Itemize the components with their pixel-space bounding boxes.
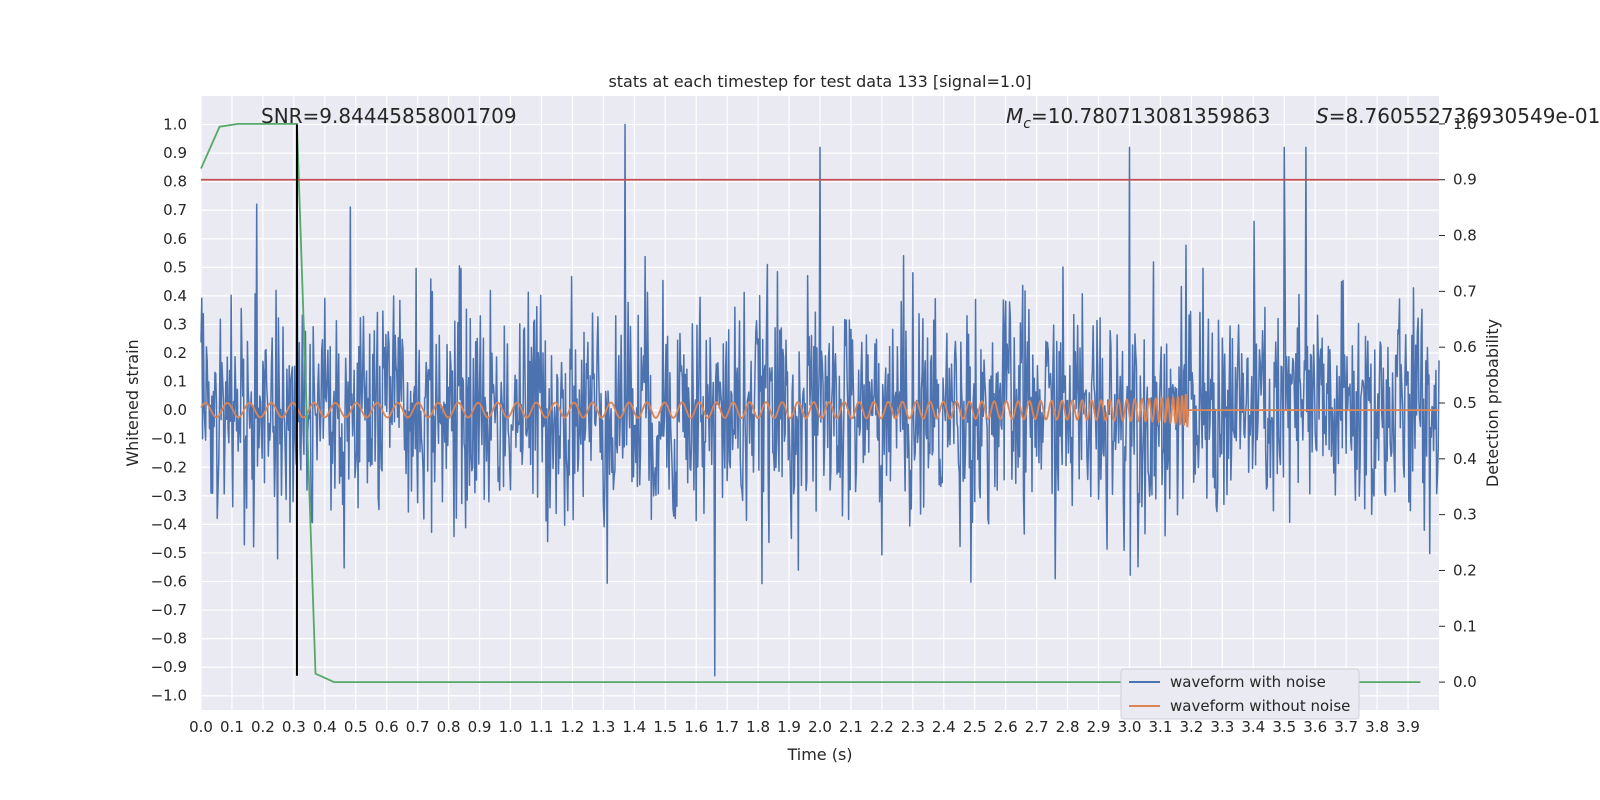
y-tick-label: −0.2 [151, 458, 187, 476]
x-tick-label: 0.9 [468, 718, 492, 736]
legend: waveform with noise waveform without noi… [1120, 668, 1360, 720]
x-tick-label: 2.9 [1087, 718, 1111, 736]
y-right-tick-label: 0.6 [1453, 338, 1477, 356]
x-tick-label: 0.4 [313, 718, 337, 736]
x-tick-label: 1.9 [777, 718, 801, 736]
x-tick-label: 1.0 [499, 718, 523, 736]
y-tick-label: 0.2 [163, 344, 187, 362]
x-tick-label: 1.5 [653, 718, 677, 736]
x-tick-label: 3.2 [1179, 718, 1203, 736]
y-tick-label: 0.7 [163, 201, 187, 219]
y-tick-label: −0.6 [151, 572, 187, 590]
y-tick-label: −0.3 [151, 487, 187, 505]
y-tick-label: −0.1 [151, 430, 187, 448]
x-tick-label: 3.3 [1210, 718, 1234, 736]
y-right-tick-label: 0.4 [1453, 450, 1477, 468]
x-tick-label: 2.6 [994, 718, 1018, 736]
y-tick-label: −1.0 [151, 687, 187, 705]
s-value: =8.760552736930549e-01 [1329, 104, 1600, 128]
x-tick-label: 3.1 [1149, 718, 1173, 736]
x-tick-label: 1.2 [560, 718, 584, 736]
x-tick-label: 3.5 [1272, 718, 1296, 736]
y-tick-label: 0.8 [163, 173, 187, 191]
y-right-tick-label: 0.3 [1453, 506, 1477, 524]
x-tick-label: 2.3 [901, 718, 925, 736]
x-tick-label: 3.0 [1118, 718, 1142, 736]
y-right-tick-label: 1.0 [1453, 115, 1477, 133]
y-tick-label: 0.5 [163, 258, 187, 276]
y-axis-right-ticks: 1.0 0.9 0.8 0.7 0.6 0.5 0.4 0.3 0.2 0.1 0.0 [1439, 115, 1477, 691]
series-waveform-without-noise [200, 393, 1439, 428]
x-axis-ticks: 0.0 0.1 0.2 0.3 0.4 0.5 0.6 0.7 0.8 0.9 1.0 1.1 1.2 1… [189, 718, 1420, 736]
x-tick-label: 1.1 [530, 718, 554, 736]
y-tick-label: −0.5 [151, 544, 187, 562]
x-tick-label: 3.7 [1334, 718, 1358, 736]
y-tick-label: 0.1 [163, 373, 187, 391]
y-tick-label: 1.0 [163, 116, 187, 134]
y-right-tick-label: 0.8 [1453, 227, 1477, 245]
x-tick-label: 2.1 [839, 718, 863, 736]
y-right-tick-label: 0.9 [1453, 171, 1477, 189]
x-axis-label: Time (s) [786, 745, 852, 764]
mc-subscript: c [1023, 116, 1031, 132]
y-right-tick-label: 0.1 [1453, 617, 1477, 635]
x-tick-label: 1.7 [715, 718, 739, 736]
chart-title: stats at each timestep for test data 133… [608, 72, 1031, 91]
mc-annotation: Mc=10.780713081359863 [1006, 104, 1270, 132]
x-tick-label: 3.6 [1303, 718, 1327, 736]
x-tick-label: 3.4 [1241, 718, 1265, 736]
y-tick-label: −0.7 [151, 601, 187, 619]
x-tick-label: 0.7 [406, 718, 430, 736]
y-tick-label: 0.4 [163, 287, 187, 305]
x-tick-label: 2.7 [1025, 718, 1049, 736]
mc-symbol: M [1006, 104, 1023, 128]
y-tick-label: 0.0 [163, 401, 187, 419]
y-right-tick-label: 0.0 [1453, 673, 1477, 691]
y-axis-label: Whitened strain [123, 339, 142, 466]
x-tick-label: 0.3 [282, 718, 306, 736]
x-tick-label: 1.8 [746, 718, 770, 736]
y-tick-label: 0.3 [163, 315, 187, 333]
s-symbol: S [1316, 104, 1329, 128]
x-tick-label: 2.8 [1056, 718, 1080, 736]
x-tick-label: 2.4 [932, 718, 956, 736]
x-tick-label: 1.4 [622, 718, 646, 736]
y-right-tick-label: 0.5 [1453, 394, 1477, 412]
s-annotation: S=8.760552736930549e-01 [1316, 104, 1600, 128]
mc-value: =10.780713081359863 [1031, 104, 1270, 128]
x-tick-label: 1.3 [591, 718, 615, 736]
snr-annotation: SNR=9.84445858001709 [261, 104, 517, 128]
line-detection-probability [200, 123, 1421, 683]
x-tick-label: 2.0 [808, 718, 832, 736]
y-right-tick-label: 0.7 [1453, 282, 1477, 300]
x-tick-label: 0.8 [437, 718, 461, 736]
legend-label-noise: waveform with noise [1170, 673, 1326, 691]
series-waveform-with-noise [200, 123, 1440, 677]
line-waveform-without-noise [200, 393, 1439, 428]
x-tick-label: 3.9 [1396, 718, 1420, 736]
x-tick-label: 0.5 [344, 718, 368, 736]
x-tick-label: 0.1 [220, 718, 244, 736]
line-waveform-with-noise [200, 123, 1440, 677]
y-tick-label: −0.8 [151, 630, 187, 648]
x-tick-label: 1.6 [684, 718, 708, 736]
y-tick-label: −0.9 [151, 658, 187, 676]
y-tick-label: −0.4 [151, 515, 187, 533]
y-axis-ticks: 1.0 0.9 0.8 0.7 0.6 0.5 0.4 0.3 0.2 0.1 0.0 −0.1 −0.… [151, 116, 187, 705]
series-detection-probability [200, 123, 1421, 683]
x-tick-label: 0.2 [251, 718, 275, 736]
x-tick-label: 2.5 [963, 718, 987, 736]
x-tick-label: 0.6 [375, 718, 399, 736]
y-tick-label: 0.9 [163, 144, 187, 162]
y-right-tick-label: 0.2 [1453, 561, 1477, 579]
x-tick-label: 0.0 [189, 718, 213, 736]
x-tick-label: 2.2 [870, 718, 894, 736]
legend-label-clean: waveform without noise [1170, 697, 1350, 715]
x-tick-label: 3.8 [1365, 718, 1389, 736]
y-axis-right-label: Detection probability [1483, 319, 1502, 487]
y-tick-label: 0.6 [163, 230, 187, 248]
legend-box [1120, 668, 1360, 720]
